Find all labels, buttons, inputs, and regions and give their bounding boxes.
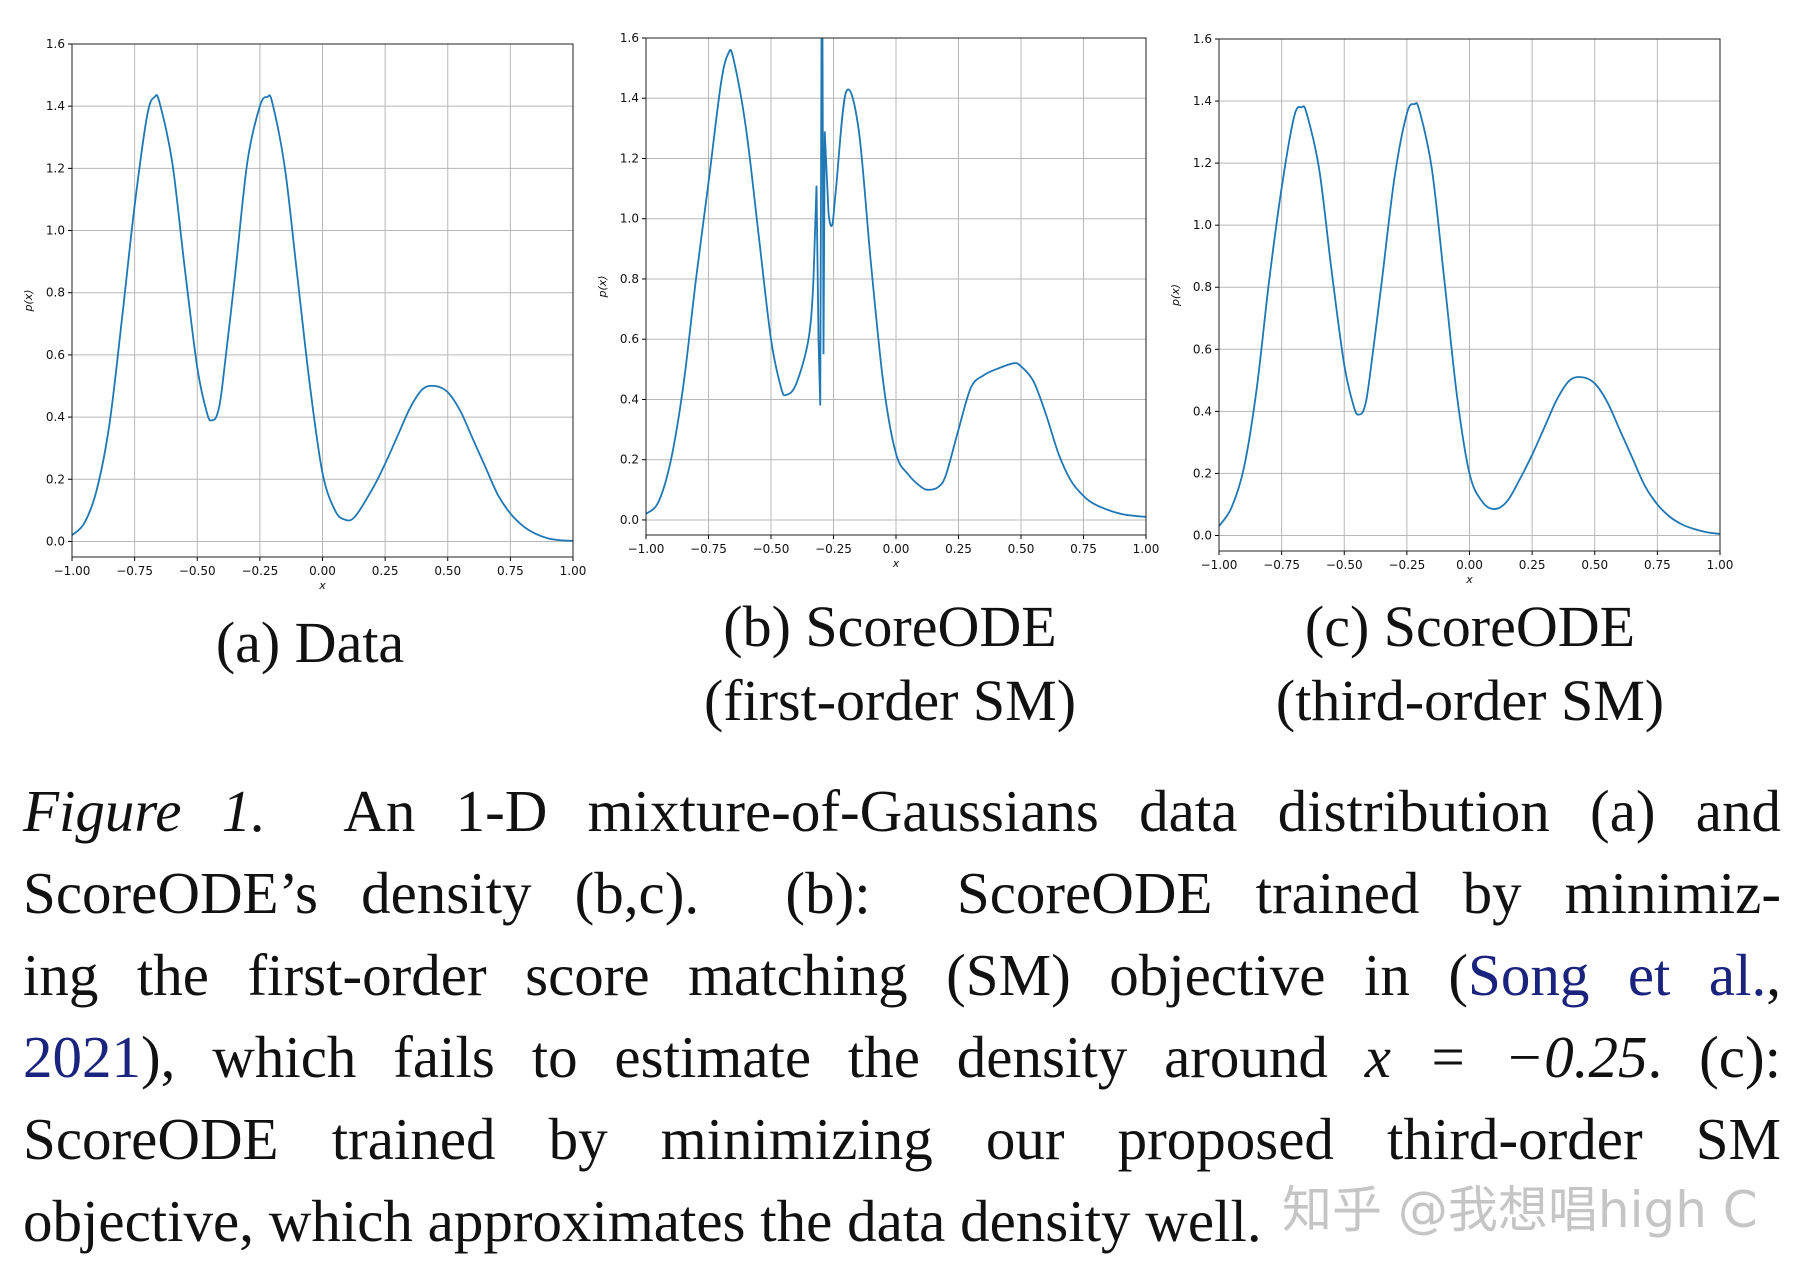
x-tick-label: −0.75: [1263, 558, 1300, 572]
x-tick-label: 1.00: [560, 564, 587, 578]
figure-panels: −1.00 −0.75 −0.50 −0.25 0.00 0.25 0.50 0.75 1.00…: [22, 31, 1733, 592]
y-tick-label: 1.2: [46, 161, 65, 175]
y-tick-label: 0.8: [1193, 280, 1212, 294]
x-tick-label: 0.75: [497, 564, 524, 578]
x-tick-label: 0.25: [1519, 558, 1546, 572]
caption-text: ,: [1766, 942, 1781, 1008]
plot-frame: [1218, 38, 1721, 552]
x-tick-label: 0.50: [1008, 542, 1035, 556]
x-tick-label: 0.00: [883, 542, 910, 556]
y-tick-label: 0.0: [46, 534, 65, 548]
y-tick-label: 1.6: [1193, 32, 1212, 46]
math-expression: x = −0.25: [1364, 1024, 1648, 1090]
caption-text: ScoreODE’s density (b,c). (b): ScoreODE …: [23, 860, 1781, 926]
plot-frame: [645, 37, 1147, 536]
x-tick-label: −0.25: [815, 542, 852, 556]
y-tick-label: 0.8: [620, 272, 639, 286]
figure-caption: Figure 1. An 1-D mixture-of-Gaussians da…: [23, 770, 1781, 1262]
watermark: 知乎 @我想唱high C: [1282, 1181, 1758, 1239]
caption-line-6: objective, which approximates the data d…: [23, 1180, 1781, 1262]
caption-line-4: 2021), which fails to estimate the densi…: [23, 1016, 1781, 1098]
y-tick-label: 1.0: [46, 224, 65, 238]
y-tick-label: 1.6: [46, 37, 65, 51]
y-tick-label: 0.0: [620, 513, 639, 527]
y-tick-label: 0.2: [620, 453, 639, 467]
x-tick-label: 1.00: [1707, 558, 1734, 572]
x-tick-label: −0.75: [116, 564, 153, 578]
plot-frame: [71, 43, 574, 558]
y-axis-label: p(x): [596, 275, 609, 298]
caption-line-5: ScoreODE trained by minimizing our propo…: [23, 1098, 1781, 1180]
chart-b: −1.00 −0.75 −0.50 −0.25 0.00 0.25 0.50 0.75 1.00…: [596, 31, 1159, 570]
subcaption-b-line1: (b) ScoreODE: [723, 594, 1057, 659]
caption-text: ing the first-order score matching (SM) …: [23, 942, 1469, 1008]
x-axis-label: x: [892, 557, 900, 570]
density-curve: [646, 38, 1146, 518]
y-tick-label: 0.2: [1193, 466, 1212, 480]
figure-label: Figure 1.: [23, 778, 266, 844]
y-tick-label: 0.0: [1193, 528, 1212, 542]
x-tick-label: −1.00: [628, 542, 665, 556]
density-curve: [72, 94, 573, 542]
x-axis-label: x: [1465, 573, 1473, 586]
x-tick-label: −1.00: [54, 564, 91, 578]
caption-text: . (c):: [1647, 1024, 1782, 1090]
y-tick-label: 1.0: [1193, 218, 1212, 232]
x-tick-label: 0.25: [372, 564, 399, 578]
y-tick-label: 1.6: [620, 31, 639, 45]
citation-link-year[interactable]: 2021: [23, 1024, 141, 1090]
caption-line-2: ScoreODE’s density (b,c). (b): ScoreODE …: [23, 852, 1781, 934]
x-tick-label: 0.50: [434, 564, 461, 578]
y-tick-label: 1.2: [620, 151, 639, 165]
y-tick-label: 0.6: [620, 332, 639, 346]
x-tick-label: 0.75: [1644, 558, 1671, 572]
y-axis-label: p(x): [22, 289, 35, 312]
caption-line-1: Figure 1. An 1-D mixture-of-Gaussians da…: [23, 770, 1781, 852]
x-tick-label: −0.75: [690, 542, 727, 556]
x-tick-label: 1.00: [1133, 542, 1160, 556]
x-tick-label: −1.00: [1201, 558, 1238, 572]
caption-line-3: ing the first-order score matching (SM) …: [23, 934, 1781, 1016]
caption-text: ), which fails to estimate the density a…: [141, 1024, 1365, 1090]
y-tick-label: 0.4: [46, 410, 65, 424]
y-tick-label: 1.4: [620, 91, 639, 105]
chart-a: −1.00 −0.75 −0.50 −0.25 0.00 0.25 0.50 0.75 1.00…: [22, 37, 586, 592]
subcaption-c-line2: (third-order SM): [1275, 668, 1665, 733]
subcaption-a: (a) Data: [50, 606, 570, 680]
y-tick-label: 1.4: [1193, 94, 1212, 108]
density-curve: [1219, 102, 1720, 535]
citation-link-authors[interactable]: Song et al.: [1468, 942, 1767, 1008]
x-tick-label: −0.50: [753, 542, 790, 556]
subcaption-b: (b) ScoreODE (first-order SM): [630, 590, 1150, 738]
x-tick-label: −0.50: [1326, 558, 1363, 572]
y-tick-label: 0.6: [1193, 342, 1212, 356]
x-tick-label: 0.00: [1456, 558, 1483, 572]
y-tick-label: 0.4: [620, 392, 639, 406]
y-tick-label: 1.0: [620, 212, 639, 226]
y-tick-label: 0.6: [46, 348, 65, 362]
subcaption-c-line1: (c) ScoreODE: [1304, 594, 1636, 659]
x-axis-label: x: [318, 579, 326, 592]
x-tick-label: 0.50: [1581, 558, 1608, 572]
y-tick-label: 1.2: [1193, 156, 1212, 170]
x-tick-label: −0.50: [179, 564, 216, 578]
x-tick-label: −0.25: [241, 564, 278, 578]
y-tick-label: 1.4: [46, 99, 65, 113]
y-tick-label: 0.4: [1193, 404, 1212, 418]
subcaption-a-text: (a) Data: [215, 610, 405, 675]
y-axis-label: p(x): [1169, 284, 1182, 307]
subcaption-b-line2: (first-order SM): [703, 668, 1077, 733]
chart-c: −1.00 −0.75 −0.50 −0.25 0.00 0.25 0.50 0.75 1.00…: [1169, 32, 1733, 586]
caption-text: An 1-D mixture-of-Gaussians data distrib…: [265, 778, 1781, 844]
y-tick-label: 0.8: [46, 286, 65, 300]
caption-text: ScoreODE trained by minimizing our propo…: [23, 1106, 1781, 1172]
caption-text: objective, which approximates the data d…: [23, 1188, 1262, 1254]
x-tick-label: 0.00: [309, 564, 336, 578]
x-tick-label: 0.25: [945, 542, 972, 556]
y-tick-label: 0.2: [46, 472, 65, 486]
subcaption-c: (c) ScoreODE (third-order SM): [1210, 590, 1730, 738]
x-tick-label: −0.25: [1388, 558, 1425, 572]
x-tick-label: 0.75: [1070, 542, 1097, 556]
